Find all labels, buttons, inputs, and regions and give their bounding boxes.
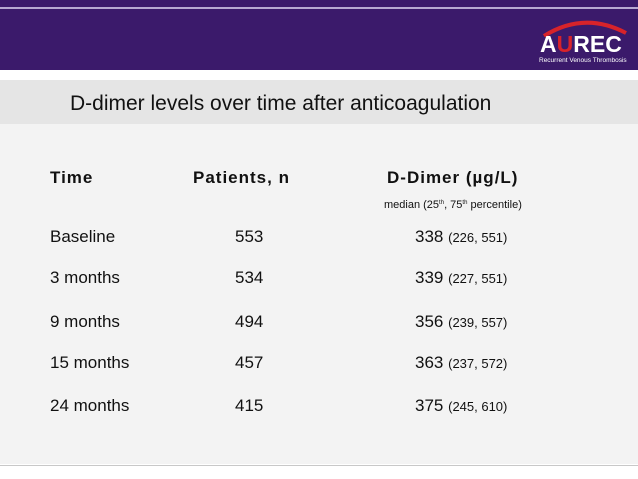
row-patients: 553 xyxy=(235,227,264,246)
column-header-ddimer: D-Dimer (µg/L) xyxy=(387,168,519,187)
row-time: 9 months xyxy=(50,312,120,331)
row-time: 24 months xyxy=(50,396,130,415)
column-header-patients: Patients, n xyxy=(193,168,290,187)
row-patients: 457 xyxy=(235,353,264,372)
row-patients: 415 xyxy=(235,396,264,415)
header-divider xyxy=(0,7,638,9)
row-ddimer: 375 (245, 610) xyxy=(415,396,508,415)
row-time: 3 months xyxy=(50,268,120,287)
row-time: Baseline xyxy=(50,227,116,246)
column-header-time: Time xyxy=(50,168,94,187)
row-patients: 534 xyxy=(235,268,264,287)
row-patients: 494 xyxy=(235,312,264,331)
content-area xyxy=(0,124,638,464)
header-bar xyxy=(0,0,638,70)
row-ddimer: 338 (226, 551) xyxy=(415,227,508,246)
row-time: 15 months xyxy=(50,353,130,372)
row-ddimer: 339 (227, 551) xyxy=(415,268,508,287)
bottom-divider xyxy=(0,465,638,466)
row-ddimer: 356 (239, 557) xyxy=(415,312,508,331)
logo-arc-icon xyxy=(542,20,627,37)
ddimer-subnote: median (25th, 75th percentile) xyxy=(384,199,522,211)
slide-title: D-dimer levels over time after anticoagu… xyxy=(70,92,492,115)
logo-subtitle: Recurrent Venous Thrombosis xyxy=(539,57,627,64)
aurec-logo: AUREC Recurrent Venous Thrombosis xyxy=(536,17,632,67)
row-ddimer: 363 (237, 572) xyxy=(415,353,508,372)
title-band xyxy=(0,80,638,124)
logo-text: AUREC xyxy=(540,31,622,57)
